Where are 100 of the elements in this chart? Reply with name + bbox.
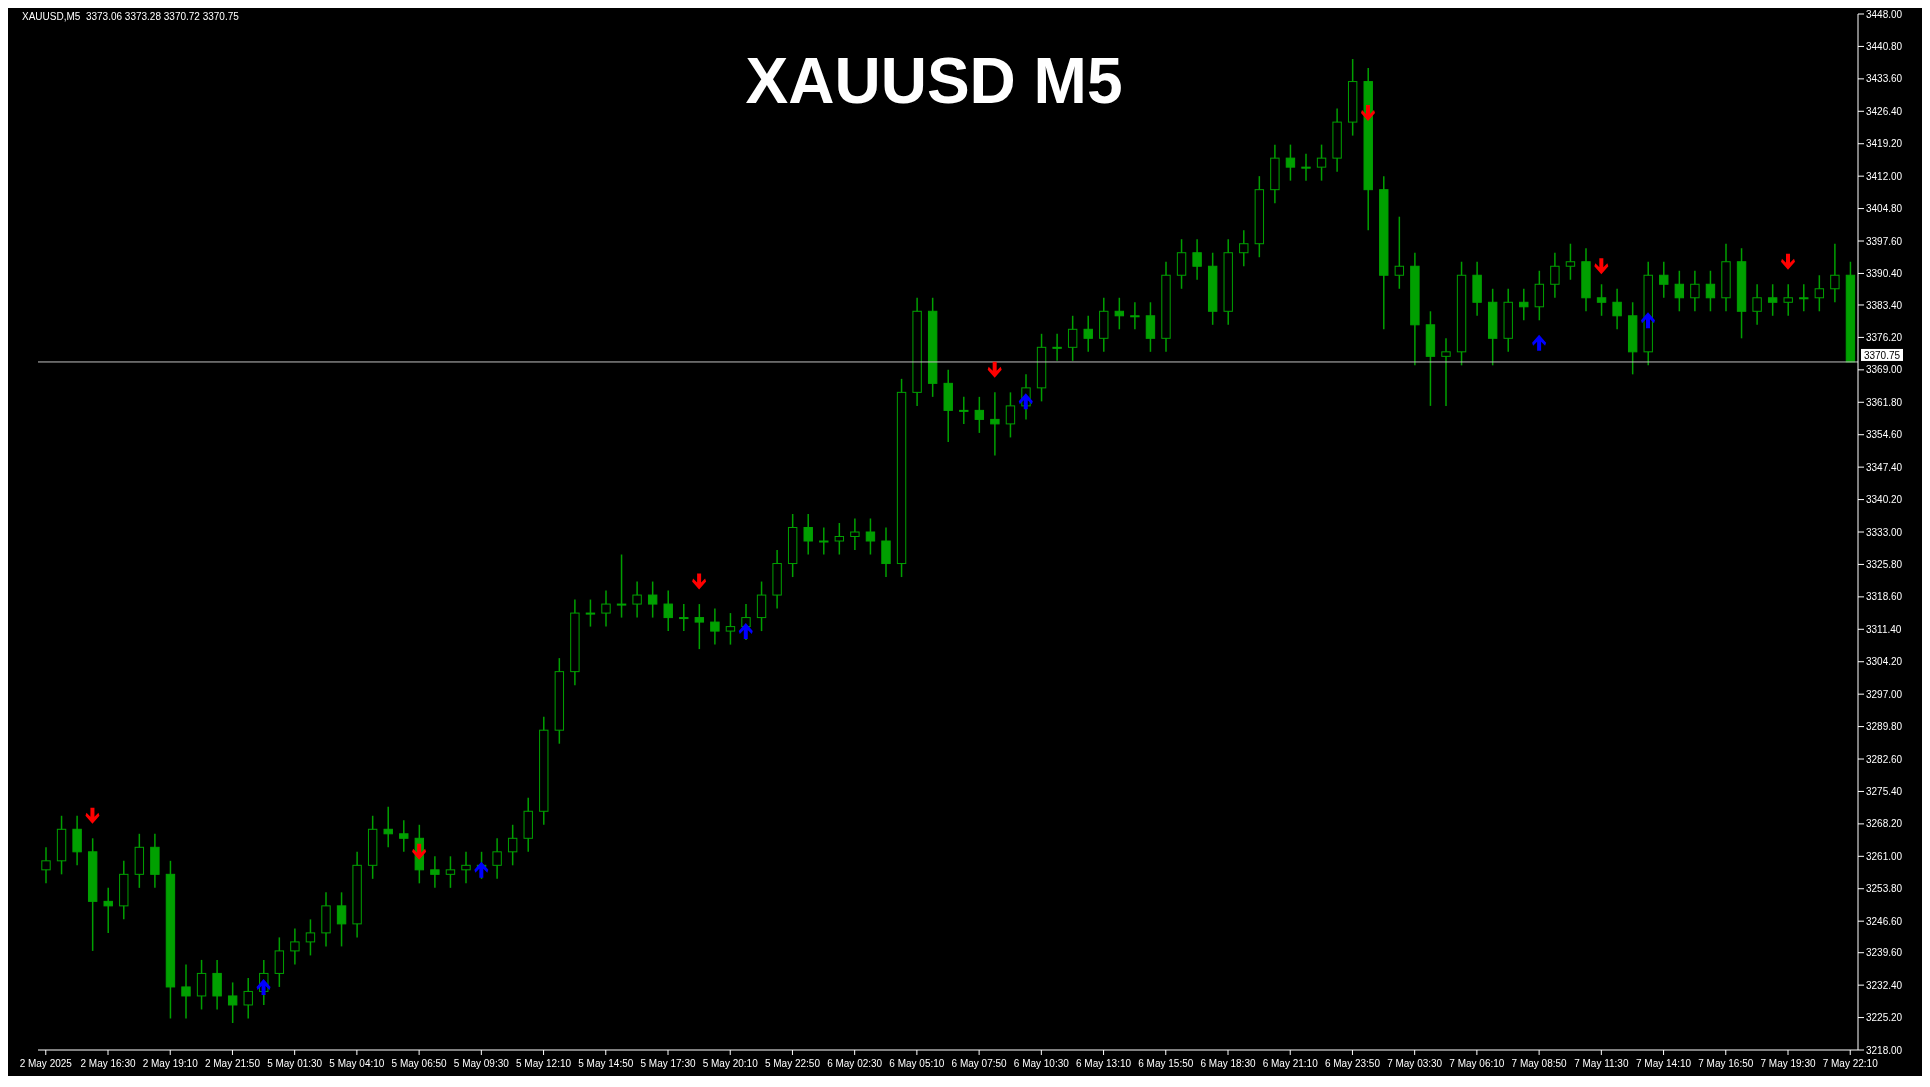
point [412, 843, 427, 860]
candlestick [1674, 270, 1685, 313]
y-tick-label: 3448.00 [1866, 8, 1903, 20]
candlestick [1565, 242, 1576, 281]
x-tick-label: 6 May 18:30 [1200, 1058, 1256, 1069]
candlestick [1005, 391, 1016, 439]
y-tick-label: 3318.60 [1866, 591, 1903, 603]
y-tick-label: 3340.20 [1866, 494, 1903, 506]
candlestick [725, 612, 736, 646]
x-tick-label: 7 May 22:10 [1822, 1058, 1879, 1069]
candlestick [1767, 283, 1778, 317]
x-tick-label: 6 May 10:30 [1013, 1058, 1070, 1069]
y-tick-label: 3412.00 [1866, 170, 1903, 182]
y-tick-label: 3433.60 [1866, 73, 1903, 85]
x-tick-label: 5 May 04:10 [329, 1058, 385, 1069]
y-tick-label: 3253.80 [1866, 883, 1903, 895]
candlestick [710, 607, 720, 646]
candlestick [1534, 270, 1545, 322]
x-tick-label: 5 May 20:10 [702, 1058, 759, 1069]
y-tick-label: 3347.40 [1866, 461, 1903, 473]
x-tick-label: 6 May 05:10 [889, 1058, 945, 1069]
y-tick-label: 3282.60 [1866, 753, 1903, 765]
candlestick [399, 819, 409, 853]
candlestick [585, 598, 596, 628]
candlestick [1239, 229, 1249, 267]
candlestick [601, 589, 611, 628]
candlestick [647, 580, 658, 619]
candlestick [212, 959, 222, 1011]
x-tick-label: 6 May 15:50 [1138, 1058, 1194, 1069]
y-tick-label: 3311.40 [1866, 623, 1902, 635]
candlestick [663, 589, 673, 632]
point [256, 978, 271, 995]
candlestick [850, 517, 860, 551]
candlestick [1830, 242, 1840, 304]
x-tick-label: 6 May 07:50 [951, 1058, 1008, 1069]
candlestick [1612, 288, 1622, 331]
candlestick [803, 513, 813, 556]
point [738, 623, 753, 640]
x-tick-label: 7 May 14:10 [1636, 1058, 1692, 1069]
ref-line-label: 3370.75 [1863, 349, 1901, 361]
candlestick [1285, 143, 1296, 182]
candlestick [865, 517, 876, 556]
candlestick [1441, 337, 1451, 407]
x-tick-label: 7 May 06:10 [1449, 1058, 1505, 1069]
x-tick-label: 5 May 06:50 [391, 1058, 448, 1069]
candlestick [196, 959, 207, 1011]
candlestick [959, 396, 969, 425]
x-tick-label: 6 May 02:30 [827, 1058, 883, 1069]
candlestick [632, 580, 642, 619]
y-tick-label: 3354.60 [1866, 429, 1903, 441]
candlestick [243, 977, 253, 1020]
x-tick-label: 7 May 11:30 [1574, 1058, 1629, 1069]
candlestick [72, 815, 82, 867]
y-tick-label: 3426.40 [1866, 105, 1903, 117]
y-tick-label: 3383.40 [1866, 299, 1903, 311]
y-tick-label: 3390.40 [1866, 268, 1903, 279]
x-tick-label: 7 May 16:50 [1698, 1058, 1754, 1069]
point [85, 807, 100, 824]
y-tick-label: 3289.80 [1866, 721, 1903, 733]
candlestick [1519, 288, 1529, 322]
candlestick [819, 526, 829, 556]
candlestick [990, 391, 1000, 457]
y-tick-label: 3361.80 [1866, 396, 1903, 408]
candlestick [1783, 283, 1793, 317]
x-tick-label: 6 May 13:10 [1076, 1058, 1132, 1069]
point [1781, 253, 1795, 270]
y-tick-label: 3275.40 [1866, 786, 1903, 797]
candlestick [181, 963, 191, 1020]
candlestick [41, 846, 51, 885]
point [1018, 393, 1033, 410]
y-tick-label: 3304.20 [1866, 656, 1903, 668]
x-tick-label: 7 May 19:30 [1760, 1058, 1816, 1069]
point [1532, 334, 1547, 351]
candlestick [1114, 297, 1125, 331]
x-tick-label: 5 May 14:50 [578, 1058, 634, 1069]
x-tick-label: 6 May 21:10 [1262, 1058, 1319, 1069]
candlestick [1659, 260, 1669, 299]
x-tick-label: 5 May 09:30 [453, 1058, 510, 1069]
candlestick [1145, 301, 1156, 353]
y-tick-label: 3239.60 [1866, 947, 1903, 959]
candlestick [1067, 315, 1078, 362]
candlestick [1192, 238, 1202, 281]
candlestick [679, 603, 689, 632]
point [1641, 312, 1655, 329]
candlestick [227, 981, 238, 1024]
y-tick-label: 3325.80 [1866, 558, 1903, 570]
x-tick-label: 7 May 08:50 [1511, 1058, 1568, 1069]
point [987, 361, 1002, 378]
point [692, 573, 707, 590]
candlestick [461, 851, 471, 885]
candlestick [1394, 215, 1405, 290]
x-tick-label: 2 May 2025 [19, 1058, 73, 1069]
point [1594, 258, 1609, 275]
candlestick [507, 824, 518, 867]
y-tick-label: 3232.40 [1866, 979, 1903, 991]
candlestick [290, 927, 300, 966]
x-tick-label: 2 May 21:50 [204, 1058, 261, 1069]
x-tick-label: 5 May 17:30 [640, 1058, 696, 1069]
x-tick-label: 5 May 12:10 [516, 1058, 572, 1069]
y-tick-label: 3376.20 [1866, 331, 1903, 343]
